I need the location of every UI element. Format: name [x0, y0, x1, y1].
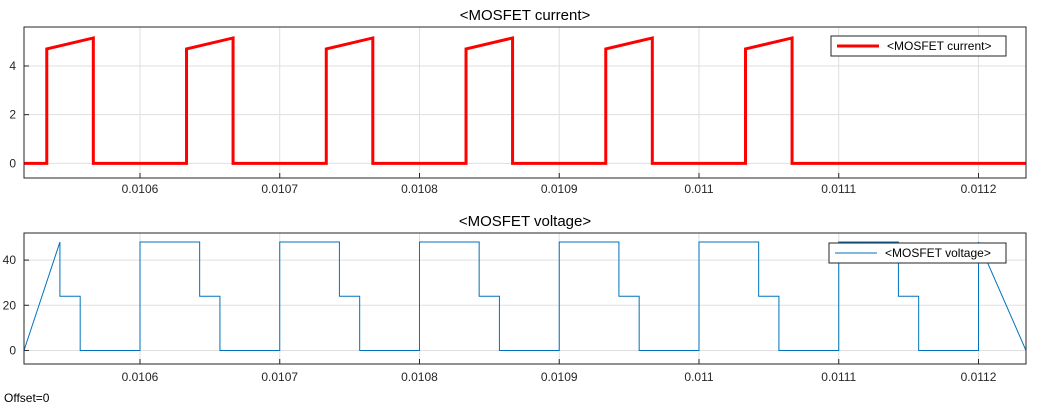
series-line: [24, 241, 1026, 353]
x-tick-label: 0.0111: [821, 182, 856, 196]
legend-box: [828, 242, 1007, 264]
x-tick-label: 0.0107: [261, 182, 298, 196]
axes-box: [23, 26, 1027, 179]
legend: <MOSFET current>: [830, 35, 1007, 57]
y-tick-label: 0: [9, 156, 16, 170]
x-tick-label: 0.0106: [122, 370, 159, 384]
legend-label: <MOSFET current>: [887, 39, 991, 53]
voltage-chart: 0.0106 0.0107 0.0108 0.0109 0.011 0.0111 0.011…: [3, 213, 1027, 384]
legend-box: [830, 35, 1007, 57]
x-tick-label: 0.0109: [541, 370, 578, 384]
x-tick-label: 0.0111: [821, 370, 856, 384]
x-tick-label: 0.0107: [261, 370, 298, 384]
legend: <MOSFET voltage>: [828, 242, 1007, 264]
x-tick-label: 0.011: [684, 370, 713, 384]
x-tick-label: 0.0112: [961, 182, 997, 196]
x-tick-label: 0.0108: [401, 182, 438, 196]
x-tick-label: 0.0112: [961, 370, 997, 384]
y-tick-label: 0: [9, 343, 16, 357]
chart-title: <MOSFET voltage>: [459, 213, 592, 230]
series-line: [24, 36, 1026, 165]
y-tick-label: 2: [9, 108, 16, 122]
x-tick-label: 0.011: [684, 182, 713, 196]
axes-box: [23, 232, 1027, 365]
x-tick-label: 0.0108: [401, 370, 438, 384]
y-tick-label: 20: [3, 298, 17, 312]
y-tick-label: 40: [3, 253, 17, 267]
x-tick-label: 0.0106: [122, 182, 159, 196]
y-tick-label: 4: [9, 59, 16, 73]
offset-label: Offset=0: [4, 391, 50, 405]
x-tick-label: 0.0109: [541, 182, 578, 196]
chart-title: <MOSFET current>: [460, 7, 591, 24]
legend-label: <MOSFET voltage>: [885, 246, 991, 260]
current-chart: 0.0106 0.0107 0.0108 0.0109 0.011 0.0111 0.011…: [9, 7, 1027, 196]
